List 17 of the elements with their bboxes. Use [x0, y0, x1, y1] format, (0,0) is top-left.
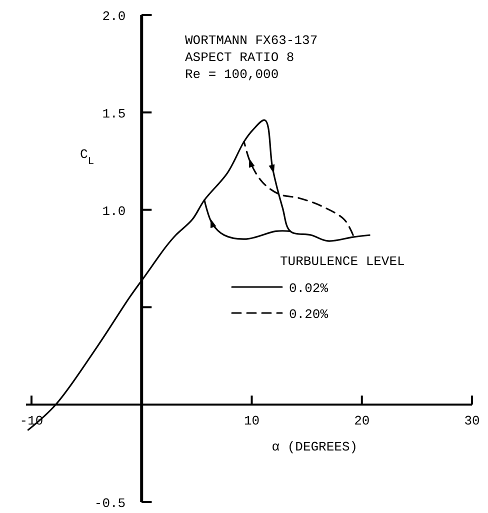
annotation: WORTMANN FX63-137 [185, 33, 318, 48]
annotation: Re = 100,000 [185, 67, 279, 82]
y-axis-title: C$_{L}$ [80, 147, 94, 168]
y-tick-label: 1.0 [102, 204, 126, 219]
y-tick-label: -0.5 [94, 496, 126, 511]
y-tick-label: 2.0 [102, 9, 126, 24]
line-series [204, 199, 292, 240]
x-tick-label: 10 [244, 414, 260, 429]
legend-title: TURBULENCE LEVEL [280, 254, 405, 269]
legend-label: 0.20% [289, 307, 328, 322]
x-tick-label: 20 [354, 414, 370, 429]
x-tick-label: 30 [464, 414, 480, 429]
annotation: ASPECT RATIO 8 [185, 50, 294, 65]
legend-label: 0.02% [289, 281, 328, 296]
line-series [243, 140, 354, 236]
x-axis-title: α (DEGREES) [272, 440, 358, 455]
y-tick-label: 1.5 [102, 106, 126, 122]
